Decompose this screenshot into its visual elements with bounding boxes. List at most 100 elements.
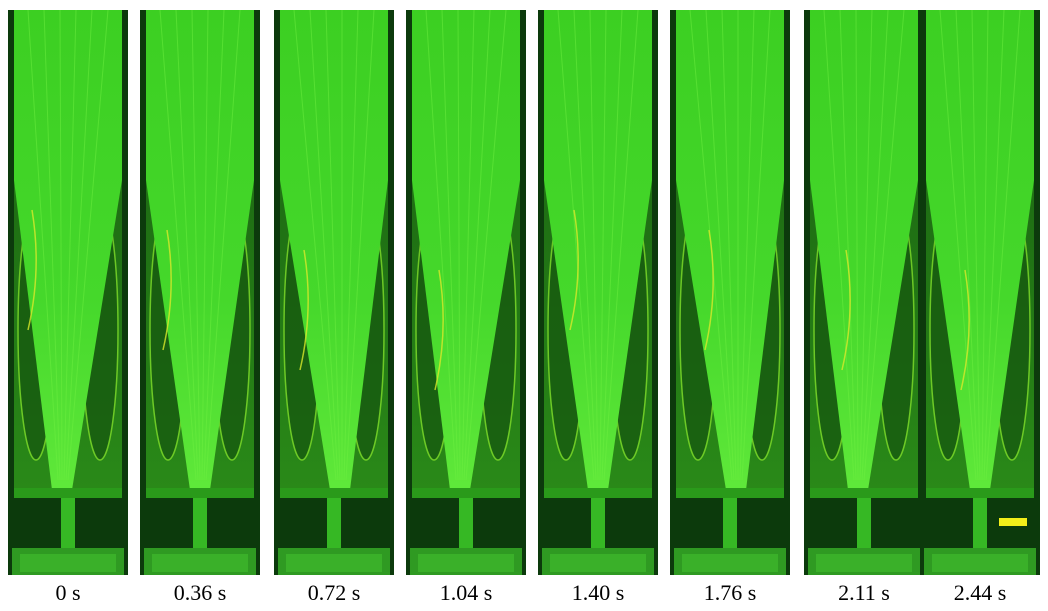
streak [461, 9, 475, 481]
panel-image [920, 9, 1040, 575]
streak [589, 9, 599, 481]
streak [203, 9, 225, 481]
reservoir-inner [152, 554, 248, 572]
chamber-floor [14, 488, 122, 498]
reservoir-inner [418, 554, 514, 572]
jet [14, 10, 122, 490]
time-label: 2.44 s [954, 580, 1007, 605]
chamber-floor [412, 488, 520, 498]
panel-image [670, 9, 790, 575]
yellow-streak [704, 229, 714, 351]
streak [939, 9, 977, 481]
yellow-streak [434, 269, 444, 391]
streak [63, 9, 77, 481]
panels [8, 9, 1040, 575]
streak [27, 9, 59, 481]
streak [159, 9, 197, 481]
streak [971, 9, 981, 481]
streak [955, 9, 979, 481]
streak [981, 9, 989, 481]
streak [201, 9, 209, 481]
streak [43, 9, 61, 481]
time-label: 0.72 s [308, 580, 361, 605]
streak [65, 9, 93, 481]
yellow-streak [960, 269, 970, 391]
panel-image [140, 9, 260, 575]
reservoir-inner [286, 554, 382, 572]
streak [343, 9, 359, 481]
chamber-floor [544, 488, 652, 498]
streak [859, 9, 873, 481]
neck [857, 498, 871, 548]
streak [705, 9, 735, 481]
panel-image [804, 9, 924, 575]
time-label: 0 s [55, 580, 80, 605]
time-label: 0.36 s [174, 580, 227, 605]
streak [59, 9, 63, 481]
yellow-streak [27, 209, 37, 331]
streak [463, 9, 491, 481]
jet [146, 10, 254, 490]
neck [193, 498, 207, 548]
jet [926, 10, 1034, 490]
panel-image [8, 9, 128, 575]
streak [599, 9, 607, 481]
streak [441, 9, 459, 481]
time-label: 1.76 s [704, 580, 757, 605]
streak [983, 9, 1005, 481]
streak [823, 9, 855, 481]
streak [345, 9, 375, 481]
time-label: 2.11 s [838, 580, 890, 605]
chamber-floor [926, 488, 1034, 498]
reservoir-inner [20, 554, 116, 572]
neck [973, 498, 987, 548]
streak [985, 9, 1021, 481]
streak [325, 9, 341, 481]
jet [544, 10, 652, 490]
neck [61, 498, 75, 548]
jet [676, 10, 784, 490]
streak [175, 9, 199, 481]
yellow-streak [569, 209, 579, 331]
chamber-floor [810, 488, 918, 498]
yellow-streak [841, 249, 851, 371]
reservoir-inner [932, 554, 1028, 572]
streak [191, 9, 201, 481]
chamber-floor [146, 488, 254, 498]
streak [573, 9, 597, 481]
neck [327, 498, 341, 548]
streak [863, 9, 905, 481]
streak [603, 9, 639, 481]
streak [557, 9, 595, 481]
streak [601, 9, 623, 481]
streak [739, 9, 755, 481]
streak [205, 9, 241, 481]
yellow-streak [299, 249, 309, 371]
streak [855, 9, 859, 481]
time-label: 1.04 s [440, 580, 493, 605]
streak [457, 9, 461, 481]
reservoir-inner [682, 554, 778, 572]
reservoir-inner [550, 554, 646, 572]
streak [293, 9, 337, 481]
reservoir-inner [816, 554, 912, 572]
streak [839, 9, 857, 481]
panel-image [406, 9, 526, 575]
streak [741, 9, 771, 481]
streak [67, 9, 109, 481]
streak [465, 9, 507, 481]
panel-image [538, 9, 658, 575]
chamber-floor [280, 488, 388, 498]
streak [861, 9, 889, 481]
yellow-streak [162, 229, 172, 351]
neck [723, 498, 737, 548]
streak [425, 9, 457, 481]
neck [591, 498, 605, 548]
chamber-floor [676, 488, 784, 498]
streak [309, 9, 339, 481]
streak [721, 9, 737, 481]
scale-bar [999, 518, 1027, 526]
jet [280, 10, 388, 490]
time-label: 1.40 s [572, 580, 625, 605]
